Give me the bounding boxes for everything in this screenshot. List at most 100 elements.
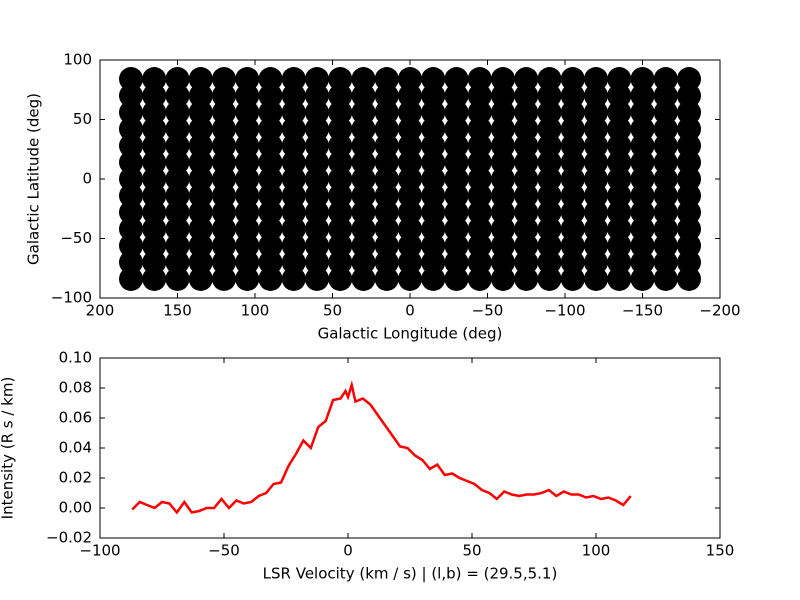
- point: [560, 183, 585, 208]
- point: [351, 117, 376, 142]
- point: [398, 233, 422, 258]
- point: [560, 167, 585, 191]
- point: [514, 167, 539, 191]
- point: [444, 150, 469, 175]
- point: [537, 117, 562, 142]
- point: [119, 266, 143, 291]
- point: [281, 233, 306, 258]
- point: [421, 117, 446, 142]
- point: [212, 233, 236, 258]
- point: [258, 216, 283, 241]
- point: [305, 100, 329, 125]
- point: [188, 67, 213, 92]
- plot-area: 200 150 100 50 0 −50 −100 −150 −200 −100 −50 0 50 100…: [25, 51, 741, 343]
- point: [537, 233, 562, 258]
- point: [351, 233, 376, 258]
- point: [305, 233, 329, 258]
- point: [188, 150, 213, 175]
- point: [374, 216, 399, 241]
- point: [514, 100, 539, 125]
- point: [491, 167, 515, 191]
- point: [212, 266, 236, 291]
- point: [212, 150, 236, 175]
- point: [421, 83, 446, 108]
- point: [328, 233, 353, 258]
- point: [305, 67, 329, 92]
- y-tick-label: 0.00: [59, 499, 92, 517]
- point: [142, 67, 167, 92]
- point: [421, 133, 446, 158]
- point: [491, 117, 515, 142]
- point: [607, 67, 632, 92]
- y-tick-label: 0.02: [59, 469, 92, 487]
- point: [421, 150, 446, 175]
- point: [165, 250, 190, 275]
- point: [165, 117, 190, 142]
- point: [188, 250, 213, 275]
- point: [305, 183, 329, 208]
- point: [235, 266, 260, 291]
- point: [258, 183, 283, 208]
- x-tick-label: −50: [472, 302, 504, 320]
- point: [119, 100, 143, 125]
- point: [258, 233, 283, 258]
- point: [119, 150, 143, 175]
- point: [444, 266, 469, 291]
- point: [584, 250, 608, 275]
- point: [258, 117, 283, 142]
- point: [398, 250, 422, 275]
- point: [351, 266, 376, 291]
- point: [235, 183, 260, 208]
- point: [491, 83, 515, 108]
- point: [165, 233, 190, 258]
- point: [374, 183, 399, 208]
- point: [188, 233, 213, 258]
- point: [119, 83, 143, 108]
- point: [677, 216, 701, 241]
- point: [677, 100, 701, 125]
- point: [677, 167, 701, 191]
- point: [584, 167, 608, 191]
- y-tick-label: −50: [60, 229, 92, 247]
- point: [491, 216, 515, 241]
- x-tick-label: 50: [462, 542, 481, 560]
- point: [281, 250, 306, 275]
- point: [305, 133, 329, 158]
- point: [491, 150, 515, 175]
- point: [630, 83, 655, 108]
- point: [258, 200, 283, 225]
- plot-area: −100 −50 0 50 100 150 −0.02 0.00 0.02 0.04 0.06 0.0…: [0, 349, 734, 583]
- y-tick-label: 0: [82, 170, 92, 188]
- point: [607, 266, 632, 291]
- point: [119, 183, 143, 208]
- point: [374, 250, 399, 275]
- point: [212, 183, 236, 208]
- y-tick-label: 0.08: [59, 379, 92, 397]
- point: [281, 150, 306, 175]
- point: [235, 83, 260, 108]
- point: [444, 183, 469, 208]
- point: [560, 83, 585, 108]
- point: [281, 67, 306, 92]
- point: [537, 100, 562, 125]
- point: [607, 167, 632, 191]
- point: [560, 233, 585, 258]
- point: [537, 250, 562, 275]
- point: [374, 200, 399, 225]
- point: [421, 183, 446, 208]
- point: [305, 167, 329, 191]
- point: [607, 250, 632, 275]
- point: [514, 216, 539, 241]
- point: [491, 233, 515, 258]
- point: [630, 250, 655, 275]
- point: [607, 150, 632, 175]
- point: [677, 233, 701, 258]
- point: [444, 216, 469, 241]
- point: [514, 233, 539, 258]
- point: [235, 150, 260, 175]
- point: [142, 150, 167, 175]
- x-tick-label: 150: [163, 302, 192, 320]
- point: [119, 133, 143, 158]
- point: [119, 167, 143, 191]
- x-tick-label: 150: [706, 542, 735, 560]
